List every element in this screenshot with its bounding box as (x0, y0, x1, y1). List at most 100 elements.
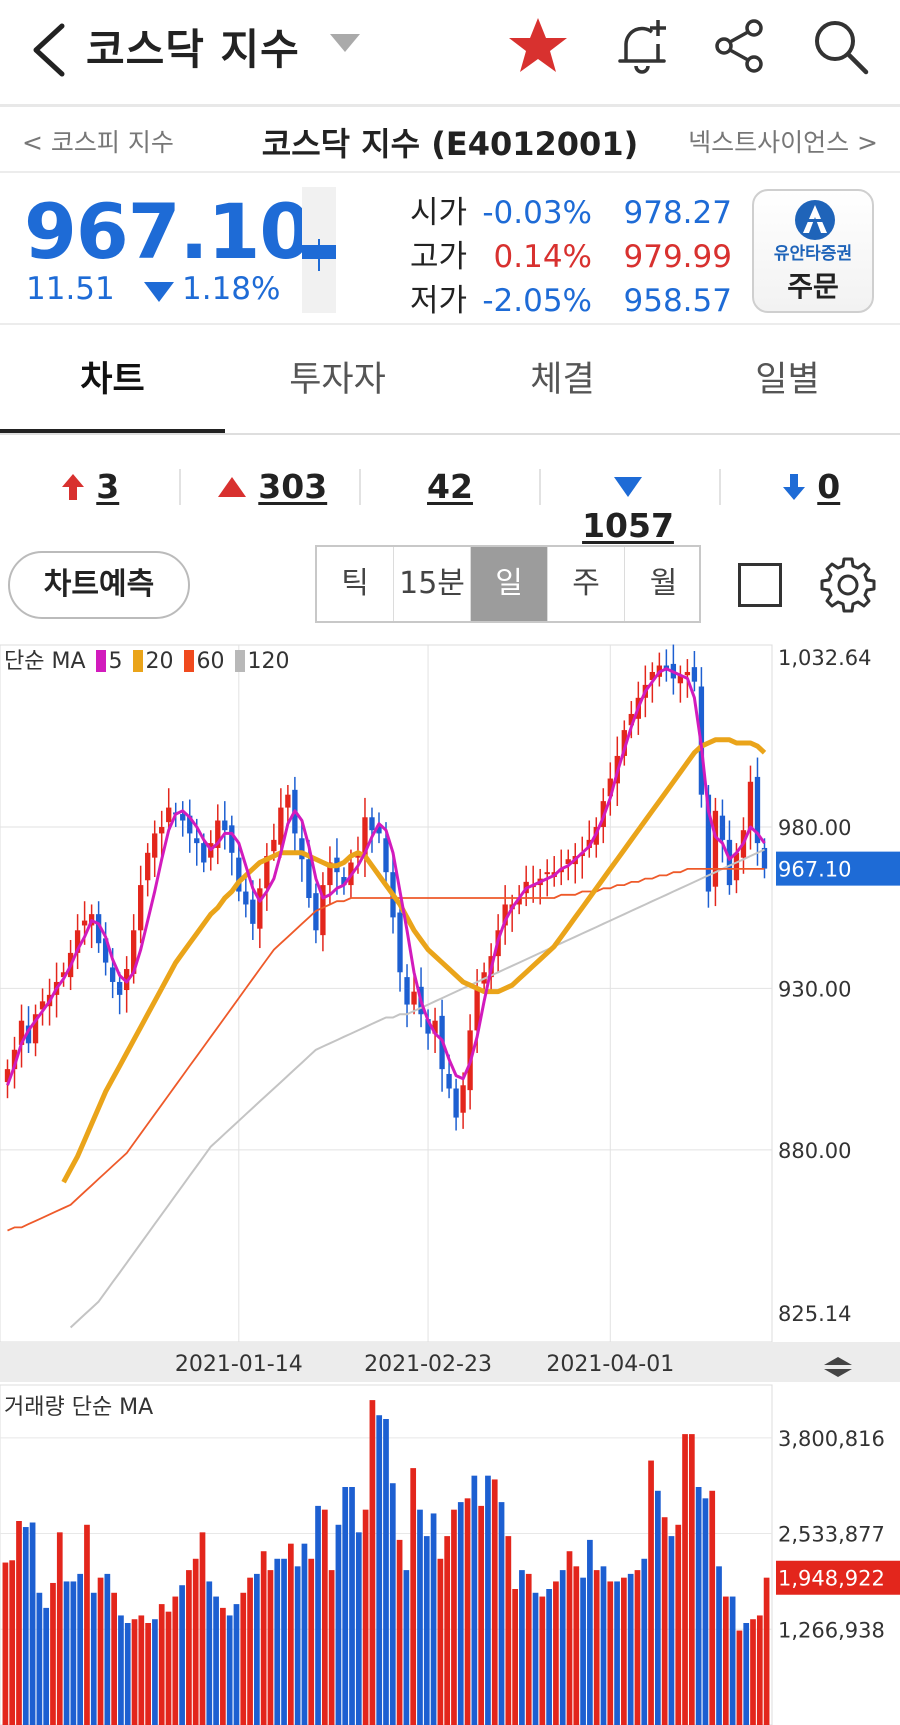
volume-bar (525, 1573, 532, 1725)
high-value: 979.99 (623, 239, 732, 275)
candle-body (446, 1073, 452, 1089)
volume-bar (682, 1434, 688, 1725)
tab-daily[interactable]: 일별 (755, 360, 820, 400)
volume-bar (111, 1592, 117, 1725)
candle-body (18, 1020, 25, 1045)
bell-plus-icon[interactable] (610, 14, 674, 78)
volume-bar (349, 1487, 355, 1725)
candle-body (25, 1025, 32, 1044)
chart-predict-button[interactable]: 차트예측 (8, 551, 190, 619)
candle-body (320, 885, 326, 936)
volume-bar (63, 1581, 70, 1725)
volume-bar (457, 1502, 464, 1725)
triangle-down-icon (614, 477, 642, 497)
candle-body (383, 838, 389, 873)
tab-investor[interactable]: 투자자 (289, 360, 386, 400)
high-label: 고가 (410, 239, 468, 275)
candle-body (166, 807, 172, 823)
volume-bar (471, 1475, 478, 1725)
star-icon[interactable] (506, 14, 570, 78)
fullscreen-square-icon[interactable] (738, 563, 782, 607)
volume-bar (321, 1509, 328, 1725)
candle-body (460, 1085, 466, 1113)
quote-panel: 967.10 11.51 1.18% 시가 -0.03% 978.27 고가 0.14… (0, 175, 900, 325)
tab-chart[interactable]: 차트 (80, 360, 145, 400)
current-price-marker (776, 851, 900, 886)
volume-bar (29, 1522, 36, 1725)
chevron-right-icon: > (857, 128, 878, 157)
period-selector: 틱 15분 일 주 월 (315, 545, 701, 623)
volume-bar (607, 1581, 614, 1725)
prev-instrument-link[interactable]: < 코스피 지수 (22, 123, 174, 159)
candle-body (691, 667, 698, 682)
mini-candle (302, 187, 336, 313)
dropdown-caret-icon[interactable] (330, 34, 360, 52)
next-instrument-link[interactable]: 넥스트사이언스 > (688, 123, 878, 159)
breadth-up[interactable]: 303 (212, 467, 332, 507)
volume-bar (661, 1517, 668, 1725)
volume-bar (50, 1582, 56, 1725)
page-title[interactable]: 코스닥 지수 (86, 25, 300, 74)
volume-bar (546, 1589, 552, 1725)
volume-bar (254, 1573, 260, 1725)
low-value: 958.57 (623, 283, 732, 319)
breadth-down[interactable]: 1057 (562, 467, 694, 545)
candle-body (187, 815, 193, 834)
volume-bar (220, 1607, 226, 1725)
volume-bar (763, 1577, 770, 1725)
breadth-separator (179, 469, 181, 505)
volume-bar (90, 1592, 97, 1725)
tab-trades[interactable]: 체결 (530, 360, 595, 400)
volume-bar (22, 1527, 29, 1725)
active-tab-indicator (0, 429, 225, 433)
candle-body (152, 833, 158, 858)
breadth-unchanged[interactable]: 42 (410, 467, 490, 507)
volume-bar (498, 1502, 505, 1725)
candle-body (109, 967, 116, 982)
candle-body (719, 815, 726, 840)
mini-candle-body (302, 245, 336, 259)
candle-body (74, 930, 81, 953)
candle-body (404, 977, 410, 1005)
period-15min[interactable]: 15분 (394, 547, 471, 621)
gear-icon[interactable] (818, 555, 878, 615)
price-chart[interactable]: 1,032.64 980.00 930.00 880.00 825.14 967.10 20… (0, 637, 900, 1725)
candle-body (705, 794, 712, 892)
volume-bar (505, 1536, 512, 1725)
ma-legend-title: 단순 MA (4, 649, 86, 674)
candle-body (306, 859, 312, 899)
volume-bar (464, 1498, 471, 1725)
volume-bar (688, 1434, 695, 1725)
candle-body (565, 859, 571, 865)
period-tick[interactable]: 틱 (317, 547, 394, 621)
period-month[interactable]: 월 (649, 566, 678, 601)
candle-body (81, 920, 88, 926)
candle-body (278, 807, 284, 845)
period-day[interactable]: 일 (471, 547, 548, 621)
share-icon[interactable] (708, 14, 772, 78)
back-arrow-icon[interactable] (26, 20, 76, 80)
volume-bar (722, 1596, 729, 1725)
search-icon[interactable] (808, 14, 872, 78)
candle-body (754, 776, 761, 844)
order-button[interactable]: 유안타증권 주문 (752, 189, 874, 313)
candle-body (60, 972, 67, 978)
volume-bar (56, 1532, 63, 1725)
volume-bar (226, 1615, 233, 1725)
date-tick-label: 2021-01-14 (175, 1352, 303, 1377)
volume-bar (621, 1577, 627, 1725)
candle-body (257, 888, 263, 929)
period-week[interactable]: 주 (548, 547, 625, 621)
ma120-swatch (234, 650, 245, 672)
volume-bar (138, 1615, 145, 1725)
open-row: 시가 -0.03% 978.27 (410, 187, 732, 232)
volume-bar (702, 1498, 709, 1725)
ma-legend: 단순 MA 5 20 60 120 (4, 643, 290, 675)
price-plot-frame (0, 644, 773, 1343)
volume-bar (165, 1611, 172, 1725)
breadth-upper-limit[interactable]: 3 (50, 467, 130, 507)
candle-body (663, 665, 670, 669)
chart-canvas[interactable]: 1,032.64 980.00 930.00 880.00 825.14 967.10 20… (0, 637, 900, 1725)
volume-bar (77, 1573, 84, 1725)
breadth-lower-limit[interactable]: 0 (776, 467, 846, 507)
